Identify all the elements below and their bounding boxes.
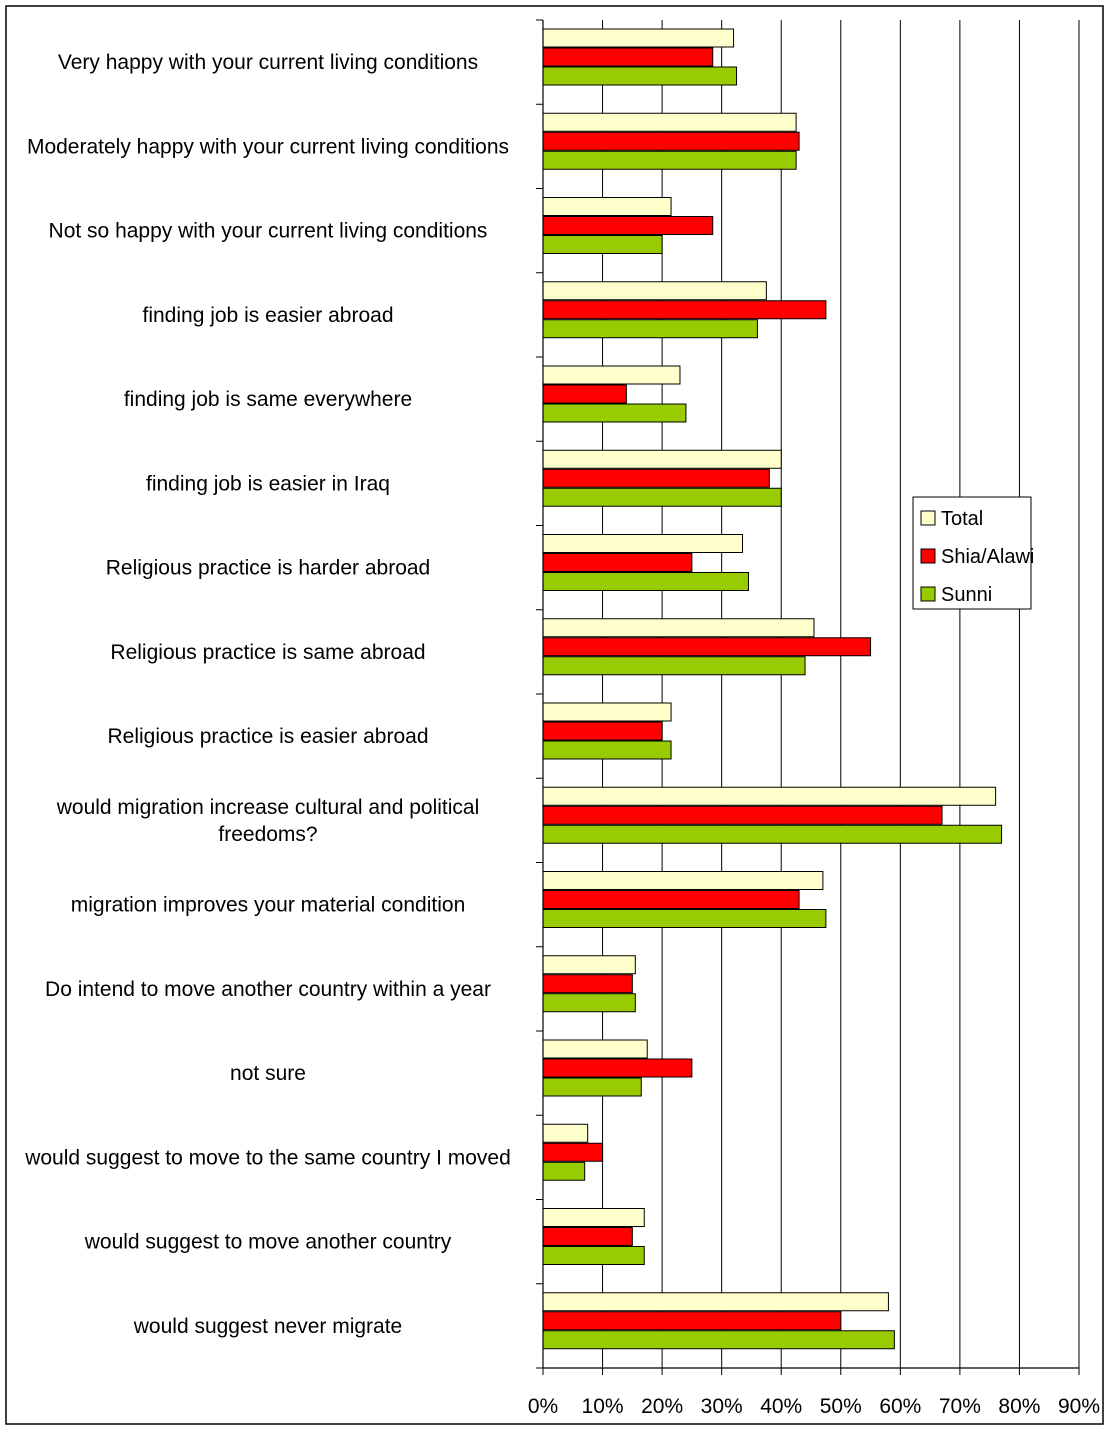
bar-shia-alawi-11	[542, 890, 800, 909]
x-tick-label: 10%	[582, 1395, 624, 1418]
bar-total-8	[542, 618, 815, 638]
category-label: would suggest to move another country	[84, 1231, 452, 1254]
bar-sunni-4	[542, 319, 758, 339]
x-tick-label: 40%	[760, 1395, 802, 1418]
legend-label-total: Total	[941, 508, 983, 530]
bar-sunni-8	[542, 656, 806, 676]
bar-sunni-6	[542, 487, 782, 507]
category-label: finding job is same everywhere	[124, 388, 412, 411]
bar-shia-alawi-14	[542, 1142, 604, 1162]
legend: Total Shia/Alawi Sunni	[912, 496, 1034, 610]
bar-total-11	[542, 871, 824, 890]
bar-total-1	[542, 28, 735, 48]
category-label: would suggest never migrate	[133, 1315, 402, 1338]
bar-total-4	[542, 281, 767, 301]
legend-swatch-sunni	[920, 586, 936, 602]
bar-sunni-2	[542, 150, 797, 170]
category-label: would migration increase cultural and po…	[56, 796, 480, 846]
bar-total-5	[542, 365, 681, 385]
bar-sunni-16	[542, 1330, 895, 1350]
bar-shia-alawi-3	[542, 216, 714, 235]
bar-total-16	[542, 1292, 889, 1312]
category-label: migration improves your material conditi…	[71, 894, 466, 917]
bar-sunni-13	[542, 1077, 642, 1097]
bar-shia-alawi-13	[542, 1058, 693, 1078]
bar-sunni-3	[542, 235, 663, 254]
bar-total-15	[542, 1208, 645, 1227]
bar-shia-alawi-15	[542, 1227, 633, 1246]
category-label: Religious practice is easier abroad	[108, 725, 429, 748]
x-tick-label: 20%	[641, 1395, 683, 1418]
x-tick-label: 50%	[820, 1395, 862, 1418]
bar-total-7	[542, 534, 744, 553]
bar-shia-alawi-5	[542, 384, 627, 404]
bar-sunni-12	[542, 993, 636, 1013]
category-label: Religious practice is same abroad	[110, 641, 425, 664]
bar-sunni-15	[542, 1246, 645, 1265]
x-tick-label: 80%	[998, 1395, 1040, 1418]
legend-swatch-shia-alawi	[920, 548, 936, 564]
category-label: Very happy with your current living cond…	[58, 51, 478, 74]
category-label: would suggest to move to the same countr…	[24, 1146, 511, 1169]
category-label: Religious practice is harder abroad	[106, 557, 431, 580]
category-labels: Very happy with your current living cond…	[24, 51, 511, 1338]
bar-sunni-7	[542, 572, 749, 591]
category-label: Do intend to move another country within…	[45, 978, 491, 1001]
bar-shia-alawi-10	[542, 805, 943, 825]
bar-total-10	[542, 786, 997, 806]
axes	[536, 19, 1080, 1375]
category-label: Not so happy with your current living co…	[49, 220, 488, 243]
bar-shia-alawi-2	[542, 131, 800, 151]
bar-sunni-9	[542, 740, 672, 760]
category-label: not sure	[230, 1062, 306, 1085]
category-label: Moderately happy with your current livin…	[27, 135, 509, 158]
legend-swatch-total	[920, 510, 936, 526]
bar-total-6	[542, 449, 782, 469]
bar-total-3	[542, 197, 672, 216]
x-tick-label: 60%	[879, 1395, 921, 1418]
bar-shia-alawi-16	[542, 1311, 842, 1331]
x-tick-label: 70%	[939, 1395, 981, 1418]
legend-label-shia-alawi: Shia/Alawi	[941, 546, 1034, 568]
bar-sunni-5	[542, 403, 687, 423]
bar-total-12	[542, 955, 636, 975]
bars	[542, 28, 1003, 1350]
bar-total-14	[542, 1123, 589, 1143]
bar-shia-alawi-1	[542, 47, 714, 67]
bar-shia-alawi-6	[542, 468, 770, 488]
bar-sunni-11	[542, 909, 827, 928]
x-tick-labels: 0% 10% 20% 30% 40% 50% 60% 70% 80% 90%	[528, 1395, 1100, 1418]
legend-label-sunni: Sunni	[941, 584, 992, 606]
bar-shia-alawi-7	[542, 553, 693, 572]
x-tick-label: 30%	[701, 1395, 743, 1418]
bar-shia-alawi-9	[542, 721, 663, 741]
bar-total-13	[542, 1039, 648, 1059]
x-tick-label: 90%	[1058, 1395, 1100, 1418]
bar-shia-alawi-8	[542, 637, 872, 657]
category-label: finding job is easier abroad	[143, 304, 394, 327]
bar-total-9	[542, 702, 672, 722]
bar-total-2	[542, 112, 797, 132]
bar-sunni-1	[542, 66, 738, 86]
bar-shia-alawi-12	[542, 974, 633, 994]
x-tick-label: 0%	[528, 1395, 558, 1418]
bar-shia-alawi-4	[542, 300, 827, 320]
category-label: finding job is easier in Iraq	[146, 472, 390, 495]
bar-sunni-10	[542, 824, 1003, 844]
bar-sunni-14	[542, 1161, 586, 1181]
